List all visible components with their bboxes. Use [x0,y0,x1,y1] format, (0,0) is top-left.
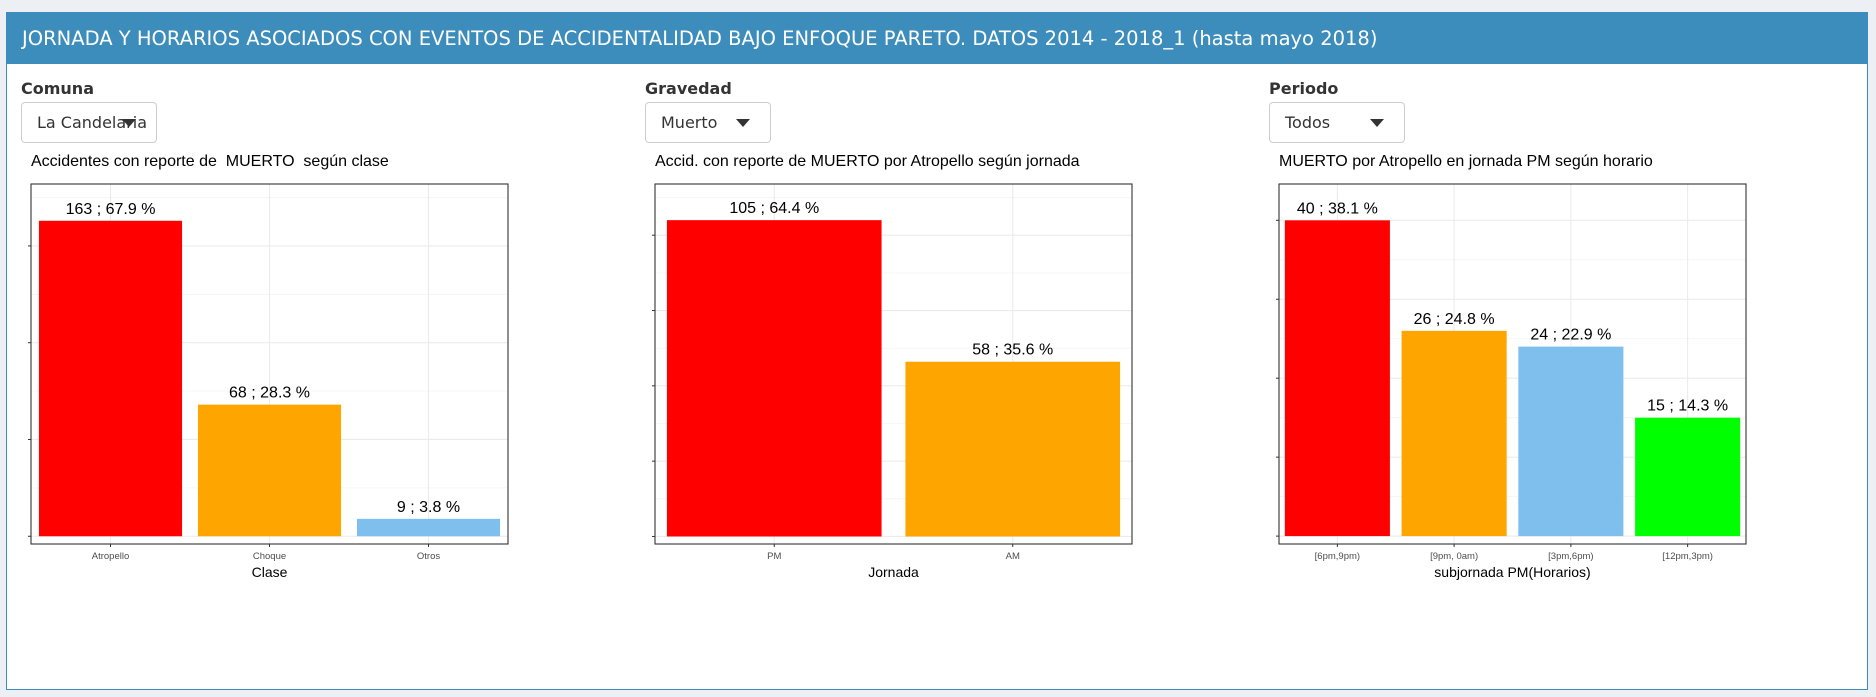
chart-title: MUERTO por Atropello en jornada PM según… [1279,153,1653,170]
x-tick-label: [12pm,3pm) [1662,551,1713,562]
bar-otros [356,518,501,537]
comuna-label: Comuna [21,79,94,98]
periodo-label: Periodo [1269,79,1339,98]
bar-atropello [38,220,183,537]
chart-horario: MUERTO por Atropello en jornada PM según… [1269,148,1859,683]
bar-12pm-3pm [1635,417,1741,537]
bar-data-label: 68 ; 28.3 % [229,385,310,402]
bar-data-label: 40 ; 38.1 % [1297,200,1378,217]
caret-down-icon [1370,119,1384,127]
x-tick-label: [3pm,6pm) [1548,551,1593,562]
dashboard-box: JORNADA Y HORARIOS ASOCIADOS CON EVENTOS… [6,12,1868,690]
panel-border [30,183,509,545]
bar-data-label: 105 ; 64.4 % [729,200,819,217]
comuna-select[interactable]: La Candelaria [21,102,157,143]
bar-3pm-6pm [1518,346,1624,537]
chart-clase: Accidentes con reporte de MUERTO según c… [21,148,621,683]
x-tick-label: Atropello [92,551,130,562]
caret-down-icon [736,119,750,127]
bar-data-label: 24 ; 22.9 % [1530,327,1611,344]
x-tick-label: Otros [417,551,440,562]
bar-data-label: 163 ; 67.9 % [66,201,156,218]
comuna-select-value: La Candelaria [37,113,147,132]
periodo-select[interactable]: Todos [1269,102,1405,143]
bar-choque [197,404,342,537]
gravedad-select[interactable]: Muerto [645,102,771,143]
panel-border [1278,183,1747,545]
x-axis-title: Jornada [868,564,919,580]
chart-jornada: Accid. con reporte de MUERTO por Atropel… [645,148,1245,683]
caret-down-icon [122,119,136,127]
periodo-select-value: Todos [1285,113,1331,132]
gravedad-select-value: Muerto [661,113,718,132]
x-tick-label: [6pm,9pm) [1315,551,1360,562]
x-tick-label: [9pm, 0am) [1430,551,1478,562]
x-axis-title: Clase [252,564,288,580]
chart-title: Accid. con reporte de MUERTO por Atropel… [655,153,1080,170]
x-tick-label: Choque [253,551,286,562]
bar-6pm-9pm [1284,220,1390,537]
bar-9pm-0am [1401,330,1507,537]
gravedad-label: Gravedad [645,79,732,98]
x-axis-title: subjornada PM(Horarios) [1434,564,1590,580]
plot-area-svg: 105 ; 64.4 % PM 58 ; 35.6 % AM Jornada [652,183,1133,580]
plot-area-svg: 163 ; 67.9 % Atropello 68 ; 28.3 % Choque 9 … [28,183,509,580]
plot-area-svg: 40 ; 38.1 % [6pm,9pm) 26 ; 24.8 % [9pm, 0am… [1276,183,1747,580]
box-header-title: JORNADA Y HORARIOS ASOCIADOS CON EVENTOS… [7,13,1867,64]
bar-am [905,361,1121,537]
bar-data-label: 58 ; 35.6 % [972,342,1053,359]
panel-border [654,183,1133,545]
x-tick-label: AM [1006,551,1020,562]
chart-title: Accidentes con reporte de MUERTO según c… [31,153,389,170]
bar-pm [666,220,882,537]
bar-data-label: 9 ; 3.8 % [397,499,460,516]
bar-data-label: 26 ; 24.8 % [1414,311,1495,328]
bar-data-label: 15 ; 14.3 % [1647,398,1728,415]
x-tick-label: PM [767,551,781,562]
